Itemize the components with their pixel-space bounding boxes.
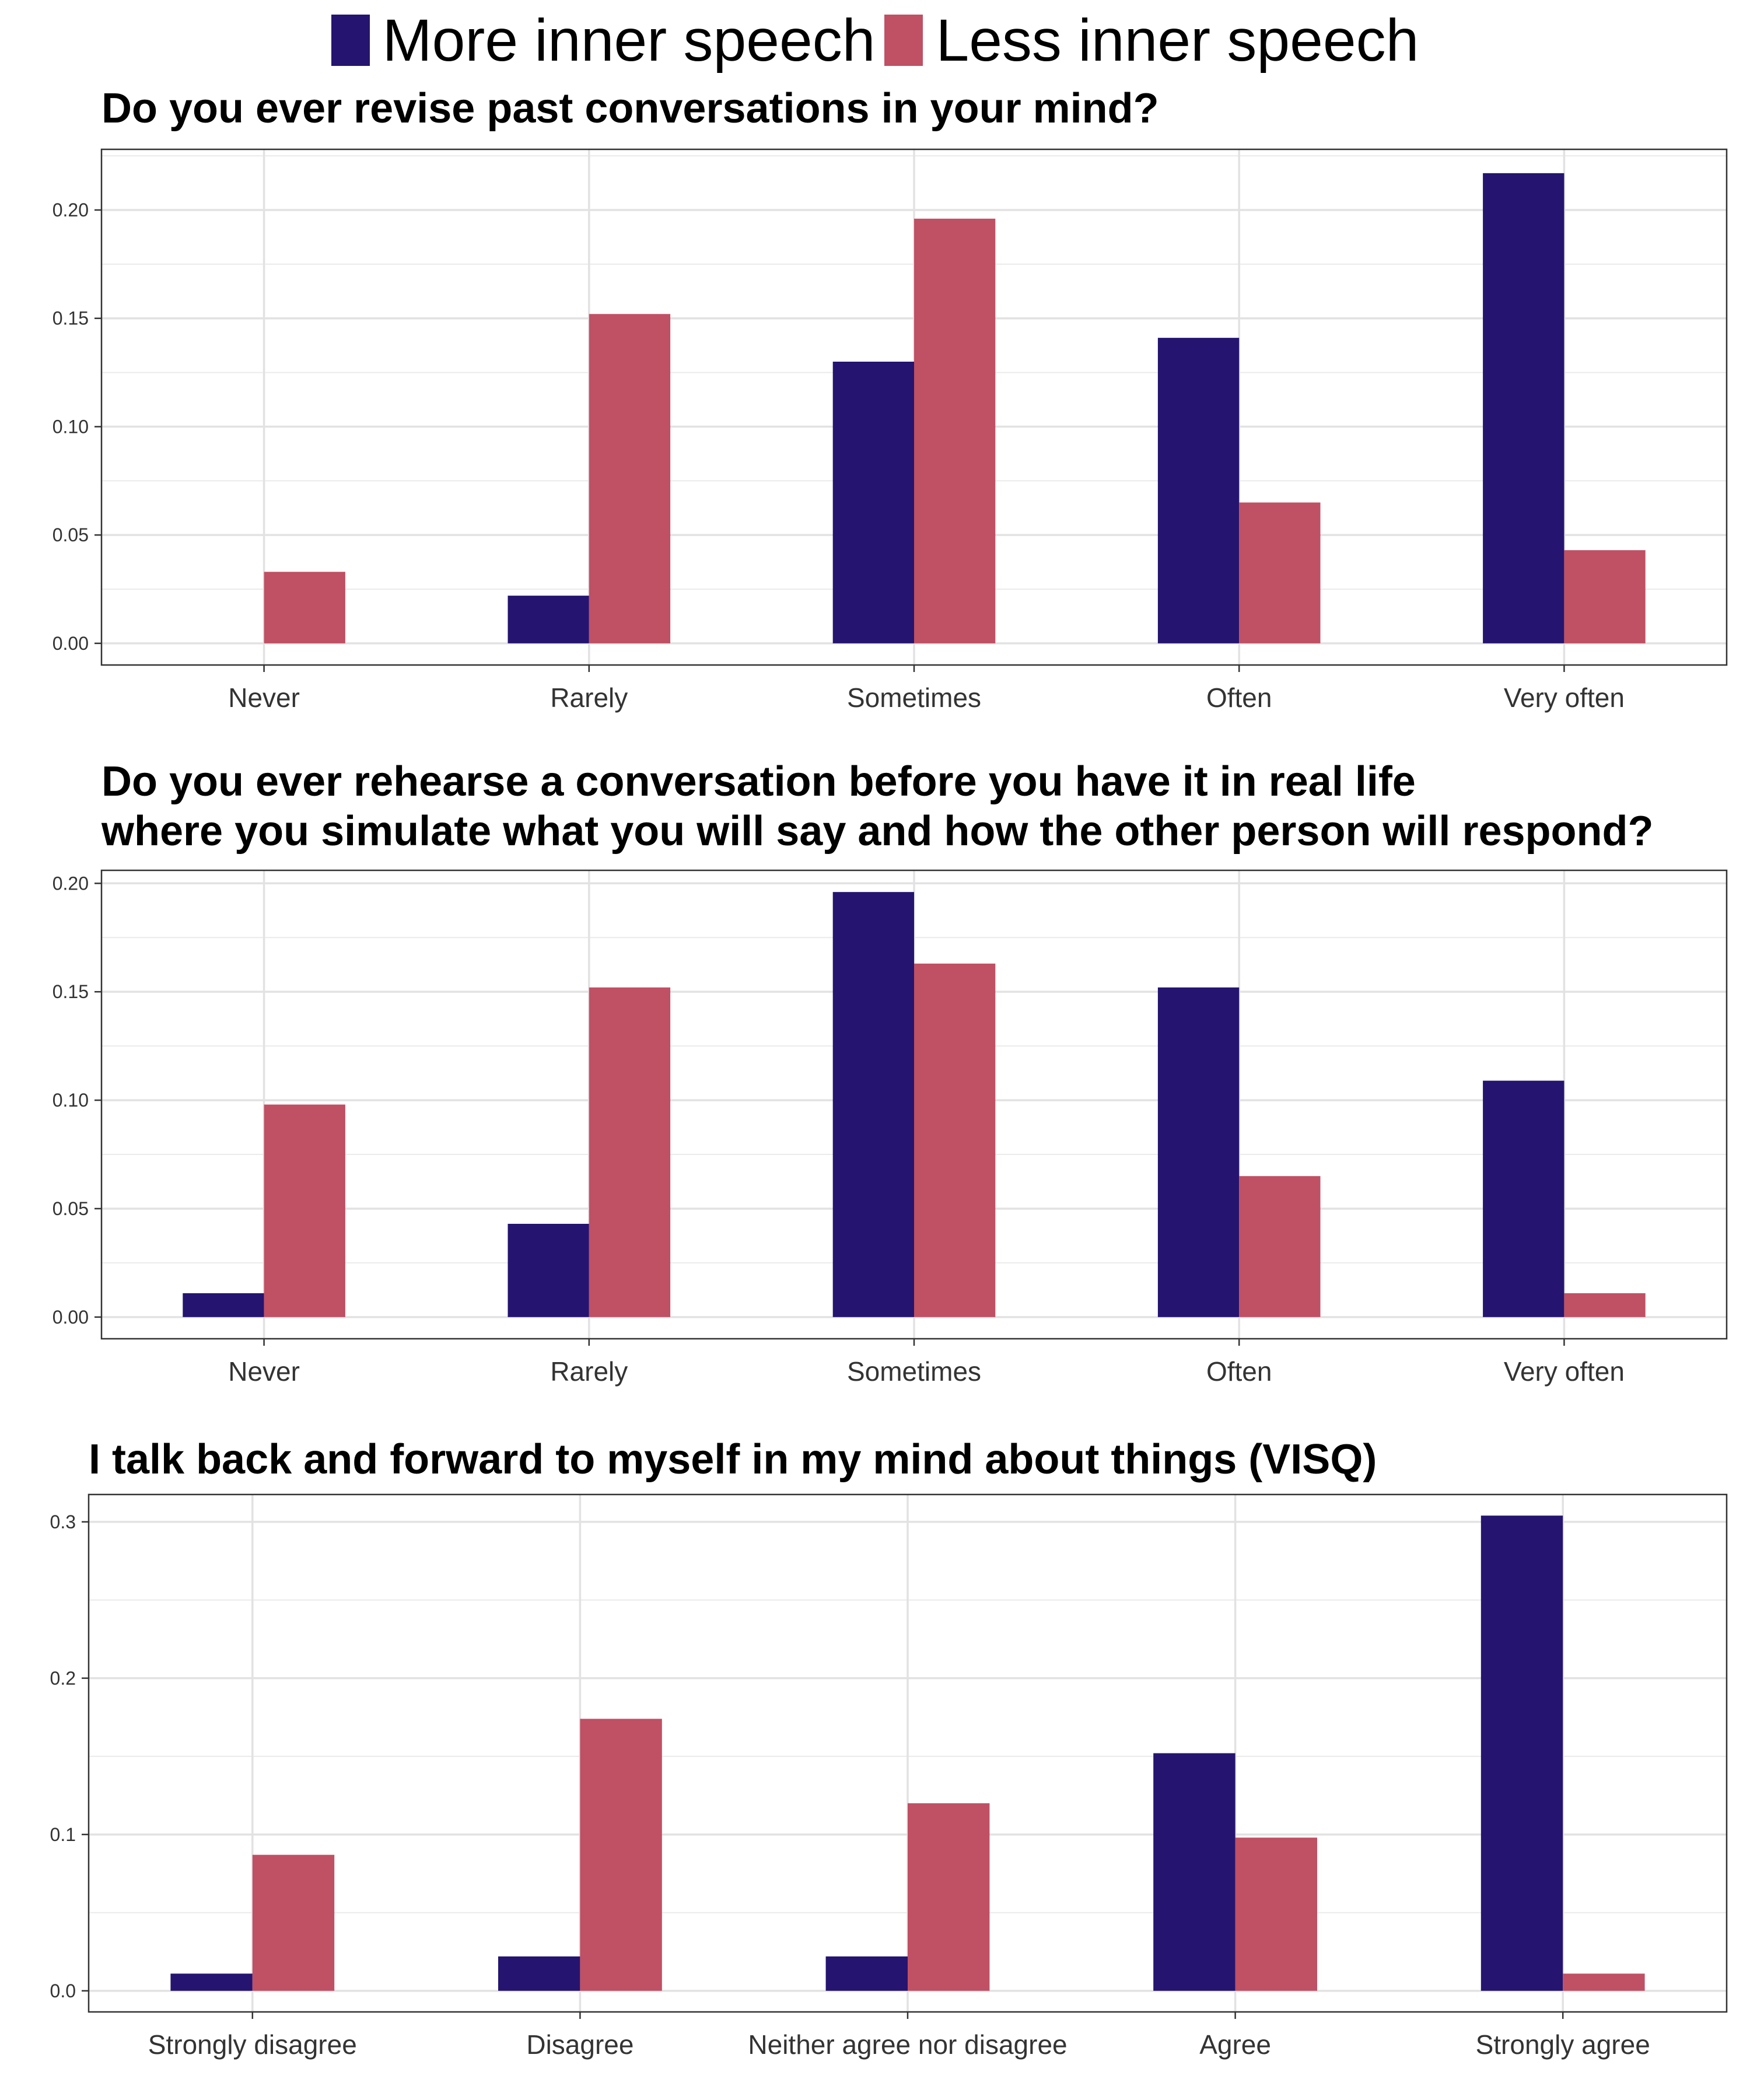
bar-less-2 <box>580 1718 662 1991</box>
x-tick-label: Strongly disagree <box>148 2029 357 2060</box>
y-tick-label: 0.2 <box>50 1668 76 1689</box>
x-tick-label: Neither agree nor disagree <box>748 2029 1067 2060</box>
y-tick-label: 0.10 <box>52 1090 89 1111</box>
chart-title-1-line-1: Do you ever revise past conversations in… <box>102 85 1159 132</box>
x-tick-label: Never <box>228 1356 300 1387</box>
bar-less-1 <box>264 572 345 643</box>
bar-more-2 <box>498 1956 580 1991</box>
x-tick-label: Often <box>1206 1356 1272 1387</box>
y-tick-label: 0.05 <box>52 1198 89 1219</box>
bar-less-4 <box>1235 1838 1317 1991</box>
bar-more-3 <box>832 892 914 1317</box>
bar-more-4 <box>1157 987 1240 1317</box>
chart-title-3-line-1: I talk back and forward to myself in my … <box>89 1436 1377 1483</box>
bar-less-5 <box>1564 1293 1646 1317</box>
chart-title-2-line-1: Do you ever rehearse a conversation befo… <box>102 758 1416 805</box>
x-tick-label: Rarely <box>550 1356 628 1387</box>
y-tick-label: 0.00 <box>52 633 89 654</box>
bar-more-5 <box>1483 1080 1564 1317</box>
bar-less-5 <box>1563 1973 1645 1991</box>
legend-label-less: Less inner speech <box>936 7 1419 74</box>
chart-panel-2: Do you ever rehearse a conversation befo… <box>52 758 1728 1387</box>
bar-less-4 <box>1239 502 1321 643</box>
y-tick-label: 0.1 <box>50 1824 76 1845</box>
bar-more-3 <box>825 1956 908 1991</box>
bar-less-3 <box>908 1803 990 1991</box>
chart-panel-1: Do you ever revise past conversations in… <box>52 85 1728 713</box>
y-tick-label: 0.15 <box>52 308 89 329</box>
bar-more-1 <box>183 1293 264 1317</box>
y-tick-label: 0.20 <box>52 200 89 220</box>
x-tick-label: Very often <box>1504 1356 1625 1387</box>
bar-less-2 <box>589 987 671 1317</box>
legend-label-more: More inner speech <box>382 7 876 74</box>
y-tick-label: 0.3 <box>50 1511 76 1532</box>
x-tick-label: Sometimes <box>847 682 981 713</box>
bar-less-5 <box>1564 550 1646 643</box>
chart-title-2-line-2: where you simulate what you will say and… <box>101 808 1653 855</box>
bar-more-2 <box>508 596 589 643</box>
chart-panel-3: I talk back and forward to myself in my … <box>50 1436 1728 2060</box>
y-tick-label: 0.10 <box>52 416 89 437</box>
x-tick-label: Agree <box>1199 2029 1271 2060</box>
y-tick-label: 0.15 <box>52 981 89 1002</box>
x-tick-label: Sometimes <box>847 1356 981 1387</box>
bar-more-5 <box>1483 173 1564 643</box>
bar-less-3 <box>914 218 996 643</box>
bar-more-5 <box>1480 1516 1563 1991</box>
legend-swatch-more <box>331 15 370 66</box>
y-tick-label: 0.00 <box>52 1307 89 1328</box>
y-tick-label: 0.05 <box>52 524 89 545</box>
legend: More inner speech Less inner speech <box>0 8 1750 72</box>
bar-more-4 <box>1153 1753 1236 1991</box>
bar-more-2 <box>508 1223 589 1317</box>
legend-item-more: More inner speech <box>331 7 876 74</box>
x-tick-label: Disagree <box>526 2029 634 2060</box>
x-tick-label: Rarely <box>550 682 628 713</box>
y-tick-label: 0.20 <box>52 873 89 894</box>
legend-item-less: Less inner speech <box>884 10 1419 70</box>
x-tick-label: Very often <box>1504 682 1625 713</box>
bar-more-3 <box>832 362 914 643</box>
bar-less-2 <box>589 314 671 643</box>
bar-less-1 <box>252 1854 335 1991</box>
bar-more-4 <box>1157 338 1240 643</box>
y-tick-label: 0.0 <box>50 1980 76 2001</box>
legend-swatch-less <box>884 15 923 66</box>
bar-less-4 <box>1239 1176 1321 1317</box>
bar-less-1 <box>264 1104 345 1317</box>
bar-less-3 <box>914 963 996 1317</box>
bar-more-1 <box>170 1973 253 1991</box>
x-tick-label: Never <box>228 682 300 713</box>
x-tick-label: Strongly agree <box>1476 2029 1650 2060</box>
x-tick-label: Often <box>1206 682 1272 713</box>
